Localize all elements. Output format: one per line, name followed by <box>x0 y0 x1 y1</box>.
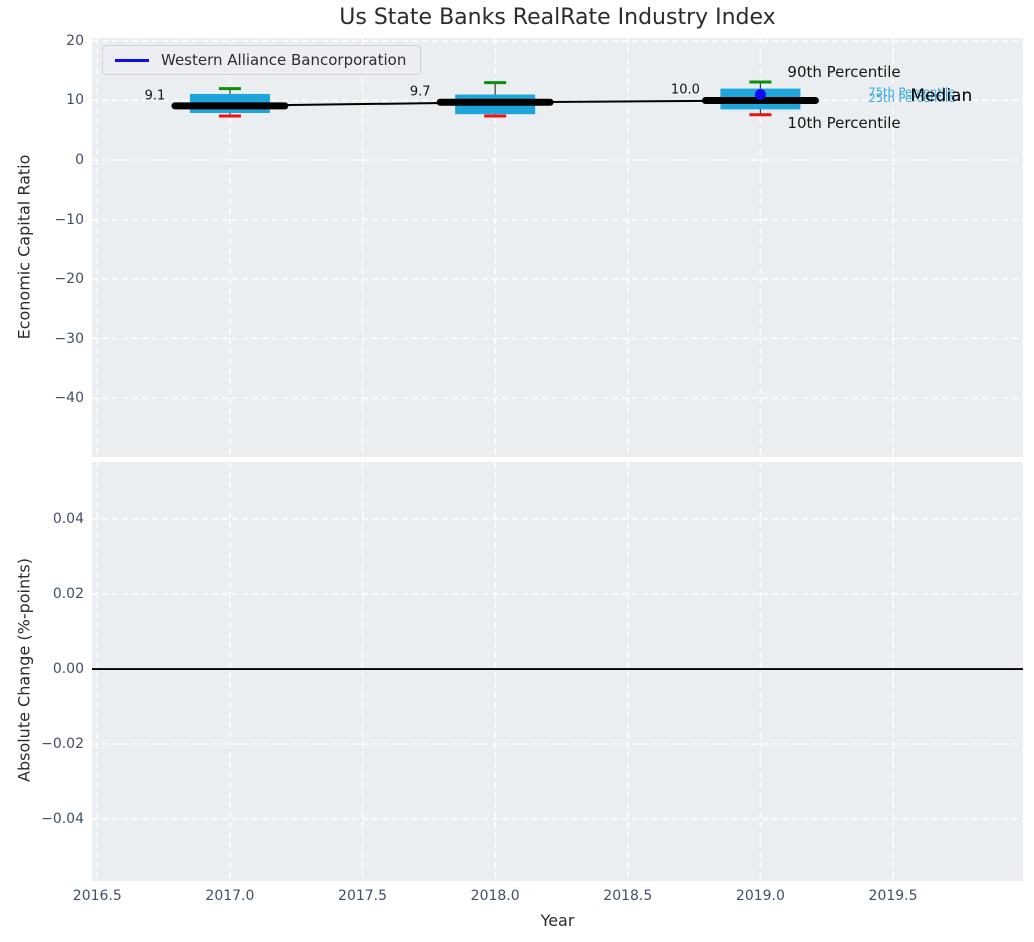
top-ytick-5: −30 <box>54 330 84 347</box>
xtick-4: 2018.5 <box>603 888 653 904</box>
x-axis-label: Year <box>540 911 575 930</box>
median-annotation-2: 10.0 <box>670 82 700 98</box>
chart-title: Us State Banks RealRate Industry Index <box>339 5 776 30</box>
legend-line-swatch <box>115 58 149 62</box>
p10-label: 10th Percentile <box>787 113 901 132</box>
median-annotation-1: 9.7 <box>409 84 431 100</box>
bottom-ytick-2: 0.00 <box>52 661 84 678</box>
bottom-ytick-4: −0.04 <box>41 811 84 828</box>
xtick-3: 2018.0 <box>470 888 520 904</box>
xtick-0: 2016.5 <box>72 888 122 904</box>
y-axis-label-top: Economic Capital Ratio <box>14 154 34 340</box>
legend-label: Western Alliance Bancorporation <box>161 51 407 69</box>
top-ytick-1: 10 <box>66 92 84 109</box>
top-ytick-0: 20 <box>66 32 84 49</box>
xtick-1: 2017.0 <box>205 888 255 904</box>
median-annotation-0: 9.1 <box>144 88 166 104</box>
company-data-point <box>754 89 766 101</box>
top-ytick-3: −10 <box>54 211 84 228</box>
top-ytick-4: −20 <box>54 271 84 288</box>
p25-label: 25th Percentile <box>868 91 956 106</box>
top-ytick-2: 0 <box>75 152 84 168</box>
p90-label: 90th Percentile <box>787 63 901 82</box>
xtick-5: 2019.0 <box>735 888 785 904</box>
xtick-6: 2019.5 <box>868 888 918 904</box>
median-label: Median <box>910 86 973 107</box>
legend: Western Alliance Bancorporation <box>102 45 422 75</box>
top-ytick-6: −40 <box>54 390 84 407</box>
bottom-plot-area <box>92 462 1023 881</box>
bottom-ytick-0: 0.04 <box>52 511 84 528</box>
bottom-ytick-3: −0.02 <box>41 736 84 753</box>
y-axis-label-bottom: Absolute Change (%-points) <box>14 558 34 782</box>
bottom-ytick-1: 0.02 <box>52 586 84 603</box>
xtick-2: 2017.5 <box>338 888 388 904</box>
p75-label: 75th Percentile <box>868 84 956 99</box>
